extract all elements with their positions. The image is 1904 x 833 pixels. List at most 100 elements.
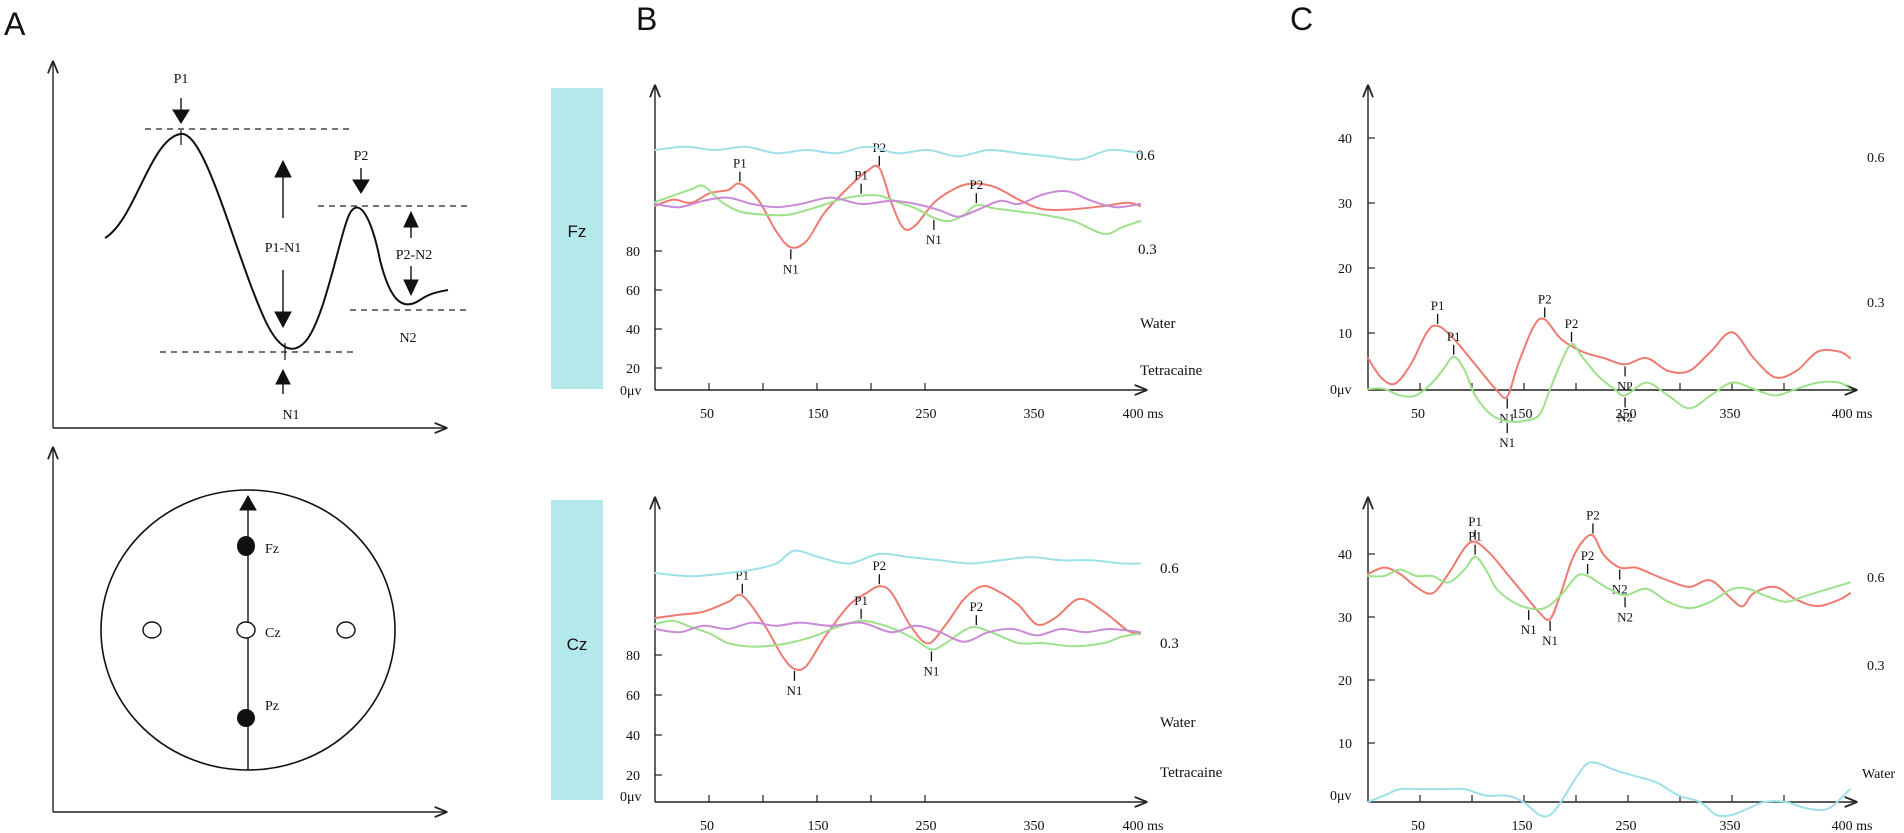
y-tick-label: 80 bbox=[626, 649, 640, 664]
y-tick-label: 40 bbox=[1338, 132, 1352, 147]
series-line-0-3 bbox=[654, 619, 1141, 651]
peak-label-p1: P1 bbox=[854, 593, 868, 608]
n2-label: N2 bbox=[399, 331, 416, 346]
n1-label: N1 bbox=[282, 408, 299, 423]
x-tick-label: 250 bbox=[1616, 407, 1637, 422]
series-label: 0.6 bbox=[1867, 151, 1885, 166]
y-tick-label: 20 bbox=[626, 362, 640, 377]
y-tick-label: 20 bbox=[1338, 674, 1352, 689]
peak-label-n1: N1 bbox=[783, 261, 799, 276]
p2n2-down-arrow-icon bbox=[403, 279, 419, 297]
peak-label-n1: N1 bbox=[924, 663, 940, 678]
y-tick-label: 40 bbox=[1338, 548, 1352, 563]
erp-waveform bbox=[104, 132, 449, 350]
electrode-band-cz bbox=[551, 500, 603, 800]
series-label: 0.3 bbox=[1867, 659, 1885, 674]
p1n1-label: P1-N1 bbox=[265, 241, 302, 256]
y-zero-label: 0μv bbox=[620, 384, 642, 399]
electrode-fz-label: Fz bbox=[265, 542, 279, 557]
peak-label-p2: P2 bbox=[872, 558, 886, 573]
electrode-left bbox=[142, 621, 162, 639]
y-tick-label: 30 bbox=[1338, 197, 1352, 212]
x-tick-label: 400 ms bbox=[1832, 407, 1873, 422]
series-label: Tetracaine bbox=[1140, 363, 1203, 379]
x-tick-label: 50 bbox=[700, 819, 714, 833]
electrode-cz bbox=[236, 621, 256, 639]
peak-label-n2: N2 bbox=[1617, 609, 1633, 624]
p2-arrow-icon bbox=[352, 179, 370, 194]
peak-label-n2: N2 bbox=[1617, 378, 1633, 393]
y-tick-label: 80 bbox=[626, 245, 640, 260]
series-line-0-3 bbox=[1367, 342, 1851, 423]
n1-arrow-icon bbox=[275, 368, 291, 385]
x-tick-label: 400 ms bbox=[1123, 819, 1164, 833]
peak-label-p1: P1 bbox=[854, 168, 868, 183]
electrode-fz bbox=[237, 536, 255, 556]
y-tick-label: 60 bbox=[626, 689, 640, 704]
peak-label-n2: N2 bbox=[1617, 409, 1633, 424]
x-tick-label: 400 ms bbox=[1832, 819, 1873, 833]
panel-letter-b: B bbox=[636, 1, 657, 37]
peak-label-p2: P2 bbox=[872, 140, 886, 155]
chart-c-fz: 10 20 30 40 0μv 50 150 250 350 400 ms 0.6 P1 N1 P2 N2 0… bbox=[1330, 86, 1885, 450]
electrode-pz-label: Pz bbox=[265, 699, 279, 714]
p1n1-down-arrow-icon bbox=[274, 311, 292, 329]
chart-b-cz: Cz 20 40 60 80 0μv 50 150 250 350 400 ms 0.6 P1 N1 P2… bbox=[551, 498, 1223, 833]
y-tick-label: 20 bbox=[626, 769, 640, 784]
peak-label-p2: P2 bbox=[1565, 316, 1579, 331]
peak-label-n1: N1 bbox=[1542, 633, 1558, 648]
p1n1-up-arrow-icon bbox=[274, 159, 292, 178]
peak-label-p1: P1 bbox=[1468, 514, 1482, 529]
x-tick-label: 350 bbox=[1024, 407, 1045, 422]
chart-plot-b-fz: 20 40 60 80 0μv 50 150 250 350 400 ms 0.6 P1 N1 P2 0.3… bbox=[620, 86, 1203, 422]
series-label: Tetracaine bbox=[1160, 765, 1223, 781]
y-zero-label: 0μv bbox=[1330, 383, 1352, 398]
chart-plot-c-cz: 10 20 30 40 0μv 50 150 250 350 400 ms 0.6 P1 N1 P2 N2 0… bbox=[1330, 498, 1895, 833]
y-tick-label: 10 bbox=[1338, 327, 1352, 342]
p2n2-up-arrow-icon bbox=[403, 210, 419, 228]
y-tick-label: 20 bbox=[1338, 262, 1352, 277]
y-zero-label: 0μv bbox=[620, 790, 642, 805]
peak-label-p2: P2 bbox=[969, 177, 983, 192]
series-label: 0.6 bbox=[1136, 148, 1155, 164]
electrode-band-label-cz: Cz bbox=[567, 635, 588, 654]
peak-label-n1: N1 bbox=[926, 232, 942, 247]
y-tick-label: 10 bbox=[1338, 737, 1352, 752]
electrode-band-fz bbox=[551, 88, 603, 389]
chart-b-fz: Fz 20 40 60 80 0μv 50 150 250 350 400 ms 0.6 P1 N1 P2… bbox=[551, 86, 1203, 422]
series-label: 0.3 bbox=[1867, 296, 1885, 311]
x-tick-label: 150 bbox=[808, 819, 829, 833]
x-tick-label: 150 bbox=[808, 407, 829, 422]
series-line-water bbox=[654, 145, 1141, 161]
series-label: Water bbox=[1862, 767, 1895, 782]
series-line-water bbox=[654, 549, 1141, 578]
series-label: Water bbox=[1160, 715, 1195, 731]
electrode-right bbox=[336, 621, 356, 639]
head-diagram: Fz Cz Pz bbox=[53, 448, 446, 812]
p2n2-label: P2-N2 bbox=[396, 248, 433, 263]
x-tick-label: 50 bbox=[700, 407, 714, 422]
peak-label-p2: P2 bbox=[969, 599, 983, 614]
peak-label-p2: P2 bbox=[1538, 291, 1552, 306]
x-tick-label: 250 bbox=[1616, 819, 1637, 833]
x-tick-label: 350 bbox=[1024, 819, 1045, 833]
p1-arrow-icon bbox=[172, 109, 190, 124]
series-label: 0.3 bbox=[1138, 242, 1157, 258]
peak-label-p1: P1 bbox=[733, 156, 747, 171]
y-tick-label: 40 bbox=[626, 729, 640, 744]
panel-letter-c: C bbox=[1290, 1, 1313, 37]
series-label: Water bbox=[1140, 316, 1175, 332]
x-tick-label: 150 bbox=[1512, 407, 1533, 422]
x-tick-label: 250 bbox=[916, 407, 937, 422]
electrode-band-label-fz: Fz bbox=[568, 222, 587, 241]
chart-plot-b-cz: 20 40 60 80 0μv 50 150 250 350 400 ms 0.6 P1 N1 P2 0.3… bbox=[620, 498, 1223, 833]
chart-plot-c-fz: 10 20 30 40 0μv 50 150 250 350 400 ms 0.6 P1 N1 P2 N2 0… bbox=[1330, 86, 1885, 450]
x-tick-label: 250 bbox=[916, 819, 937, 833]
electrode-cz-label: Cz bbox=[265, 626, 281, 641]
peak-label-n1: N1 bbox=[1521, 622, 1537, 637]
peak-label-n1: N1 bbox=[786, 683, 802, 698]
electrode-pz bbox=[237, 709, 255, 727]
peak-label-p1: P1 bbox=[1447, 329, 1461, 344]
series-label: 0.6 bbox=[1867, 571, 1885, 586]
